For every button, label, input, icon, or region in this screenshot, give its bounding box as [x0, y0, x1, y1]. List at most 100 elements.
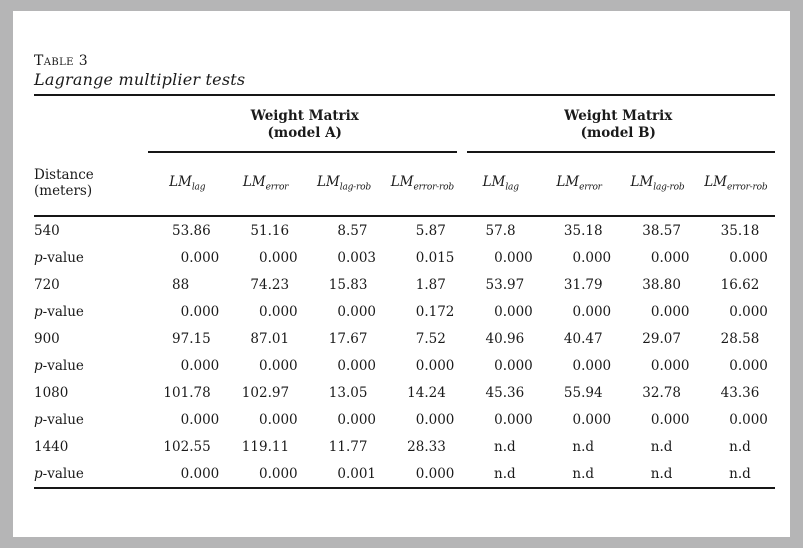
cell-value: 0.000 — [258, 249, 298, 266]
lm-sub: error — [579, 182, 602, 193]
lm-base: LM — [242, 173, 266, 190]
lm-base: LM — [390, 173, 414, 190]
cell-value: 0.000 — [415, 411, 455, 428]
column-group-row: Weight Matrix (model A) Weight Matrix (m… — [34, 96, 775, 153]
cell-value: 35.18 — [720, 222, 760, 239]
paper-page: Table 3 Lagrange multiplier tests Weight… — [13, 11, 790, 537]
table-row: 540 53.86 51.16 8.57 5.87 57.8 35.18 38.57 35.18 — [34, 216, 775, 244]
cell-value: 102.97 — [241, 384, 290, 401]
cell-value: 38.57 — [642, 222, 681, 239]
col-group-b-line1: Weight Matrix — [564, 108, 673, 124]
col-header-lm-error-a: LMerror — [226, 153, 305, 217]
cell-value: n.d — [493, 465, 516, 482]
row-label: 1440 — [34, 438, 69, 455]
cell-value: 88 — [172, 276, 190, 293]
lm-sub: lag-rob — [339, 182, 371, 193]
lm-sub: lag — [191, 182, 206, 193]
cell-value: 0.000 — [572, 357, 612, 374]
table-title: Lagrange multiplier tests — [34, 70, 775, 96]
lm-base: LM — [316, 173, 340, 190]
cell-value: 13.05 — [328, 384, 368, 401]
cell-value: 29.07 — [642, 330, 681, 347]
cell-value: 119.11 — [241, 438, 290, 455]
cell-value: n.d — [729, 465, 751, 482]
cell-value: 15.83 — [328, 276, 368, 293]
col-header-lm-error-rob-b: LMerror-rob — [696, 153, 775, 217]
col-header-lm-error-rob-a: LMerror-rob — [383, 153, 462, 217]
col-group-b-rule — [466, 151, 775, 153]
cell-value: 0.000 — [494, 249, 533, 266]
distance-column-header: Distance (meters) — [34, 153, 148, 217]
cell-value: 43.36 — [720, 384, 760, 401]
cell-value: 0.000 — [729, 249, 768, 266]
cell-value: 0.000 — [729, 303, 768, 320]
col-header-lm-lag-rob-b: LMlag-rob — [618, 153, 697, 217]
cell-value: 0.003 — [337, 249, 376, 266]
table-label: Table 3 — [34, 53, 89, 69]
cell-value: 0.000 — [258, 411, 298, 428]
distance-header-line2: (meters) — [34, 183, 93, 199]
cell-value: 0.000 — [415, 465, 455, 482]
cell-value: 0.000 — [258, 465, 298, 482]
cell-value: 0.000 — [180, 357, 220, 374]
table-row: 900 97.15 87.01 17.67 7.52 40.96 40.47 29.07 28.… — [34, 325, 775, 352]
cell-value: 74.23 — [250, 276, 290, 293]
cell-value: 32.78 — [642, 384, 681, 401]
table-row: p-value 0.000 0.000 0.000 0.000 0.000 0.000 0.0… — [34, 406, 775, 433]
lagrange-multiplier-table: Weight Matrix (model A) Weight Matrix (m… — [34, 96, 775, 489]
col-group-model-a-label: Weight Matrix (model A) — [148, 108, 462, 142]
col-group-model-b: Weight Matrix (model B) — [462, 96, 776, 153]
lm-base: LM — [169, 173, 192, 190]
table-row: p-value 0.000 0.000 0.003 0.015 0.000 0.000 0.0… — [34, 244, 775, 271]
cell-value: 0.000 — [729, 357, 768, 374]
cell-value: 11.77 — [328, 438, 368, 455]
cell-value: 0.000 — [729, 411, 768, 428]
cell-value: 57.8 — [485, 222, 516, 239]
cell-value: 0.000 — [258, 357, 298, 374]
cell-value: 0.000 — [180, 303, 220, 320]
cell-value: 0.172 — [415, 303, 455, 320]
cell-value: n.d — [650, 465, 673, 482]
col-header-lm-error-b: LMerror — [539, 153, 619, 217]
cell-value: 0.000 — [650, 249, 690, 266]
col-group-a-line1: Weight Matrix — [250, 108, 359, 124]
row-label: p-value — [34, 465, 84, 482]
cell-value: 0.000 — [650, 357, 690, 374]
cell-value: 51.16 — [250, 222, 290, 239]
row-label: p-value — [34, 357, 84, 374]
cell-value: n.d — [729, 438, 751, 455]
cell-value: 28.58 — [720, 330, 760, 347]
cell-value: n.d — [572, 465, 594, 482]
cell-value: 35.18 — [563, 222, 603, 239]
cell-value: 0.000 — [180, 411, 220, 428]
lm-base: LM — [556, 173, 580, 190]
cell-value: 17.67 — [328, 330, 368, 347]
table-row: 1080 101.78 102.97 13.05 14.24 45.36 55.94 32.7… — [34, 379, 775, 406]
cell-value: 0.000 — [258, 303, 298, 320]
column-header-row: Distance (meters) LMlag LMerror LMlag-ro… — [34, 153, 775, 217]
row-label: 720 — [34, 276, 60, 293]
cell-value: 0.000 — [337, 303, 376, 320]
row-label: p-value — [34, 303, 84, 320]
cell-value: 45.36 — [485, 384, 525, 401]
lm-base: LM — [482, 173, 506, 190]
lm-sub: error-rob — [727, 182, 768, 193]
cell-value: 5.87 — [415, 222, 446, 239]
cell-value: 0.000 — [180, 249, 220, 266]
lm-base: LM — [630, 173, 654, 190]
cell-value: 0.000 — [494, 303, 533, 320]
col-header-lm-lag-rob-a: LMlag-rob — [304, 153, 384, 217]
cell-value: 53.97 — [485, 276, 525, 293]
col-group-model-b-label: Weight Matrix (model B) — [462, 108, 776, 142]
cell-value: n.d — [572, 438, 594, 455]
cell-value: 0.001 — [337, 465, 376, 482]
cell-value: 55.94 — [563, 384, 603, 401]
col-header-lm-lag-b: LMlag — [461, 153, 540, 217]
lm-base: LM — [704, 173, 728, 190]
table-row: p-value 0.000 0.000 0.000 0.172 0.000 0.000 0.0… — [34, 298, 775, 325]
col-group-a-line2: (model A) — [267, 125, 342, 141]
table-row: p-value 0.000 0.000 0.000 0.000 0.000 0.000 0.0… — [34, 352, 775, 379]
col-header-lm-lag-a: LMlag — [148, 153, 227, 217]
table-row: 1440 102.55 119.11 11.77 28.33 n.d n.d n.d n.d — [34, 433, 775, 460]
